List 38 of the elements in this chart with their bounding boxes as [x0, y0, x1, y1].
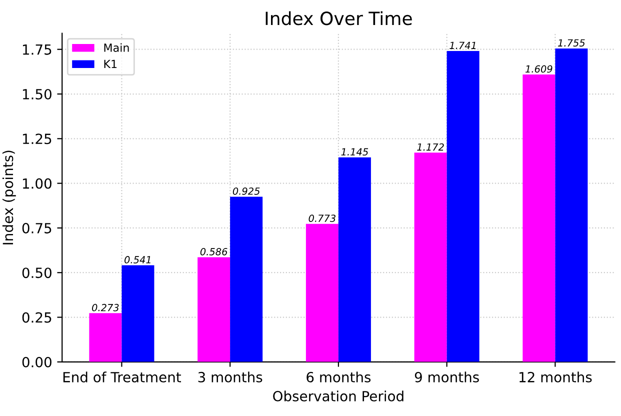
y-tick-label: 0.00 — [22, 356, 52, 368]
data-label: 0.273 — [92, 304, 119, 312]
bar — [122, 265, 154, 362]
y-axis-title: Index (points) — [2, 150, 16, 244]
x-tick-label: 9 months — [414, 372, 479, 382]
x-tick-label: 12 months — [520, 372, 592, 382]
data-label: 1.172 — [417, 143, 444, 151]
x-tick-label: 6 months — [306, 372, 371, 382]
bar — [414, 152, 447, 362]
y-tick-label: 0.75 — [22, 222, 52, 234]
bar — [446, 50, 480, 362]
bar — [230, 196, 263, 362]
y-tick-label: 1.25 — [22, 134, 52, 144]
bar — [555, 48, 588, 362]
chart-title: Index Over Time — [266, 11, 412, 26]
y-tick-label: 0.50 — [22, 268, 52, 278]
y-tick-label: 1.00 — [22, 178, 52, 189]
y-tick-label: 1.75 — [22, 44, 52, 55]
data-label: 0.773 — [308, 214, 336, 222]
bar — [89, 313, 122, 362]
data-label: 1.755 — [558, 39, 585, 47]
data-label: 0.541 — [124, 256, 150, 264]
x-tick-label: End of Treatment — [63, 372, 182, 382]
x-tick-label: 3 months — [198, 372, 262, 382]
bar — [198, 257, 230, 362]
x-axis-title: Observation Period — [273, 390, 404, 402]
y-tick-label: 1.50 — [22, 88, 52, 100]
data-label: 1.741 — [450, 42, 476, 49]
data-label: 1.145 — [341, 148, 368, 156]
bar — [522, 74, 556, 362]
bar — [306, 224, 338, 362]
data-label: 0.925 — [232, 187, 260, 195]
y-tick-label: 0.25 — [22, 312, 52, 323]
bar — [338, 157, 371, 362]
data-label: 0.586 — [200, 248, 228, 256]
legend-label: Main — [104, 43, 129, 52]
legend-label: K1 — [104, 60, 117, 68]
data-label: 1.609 — [525, 65, 552, 73]
